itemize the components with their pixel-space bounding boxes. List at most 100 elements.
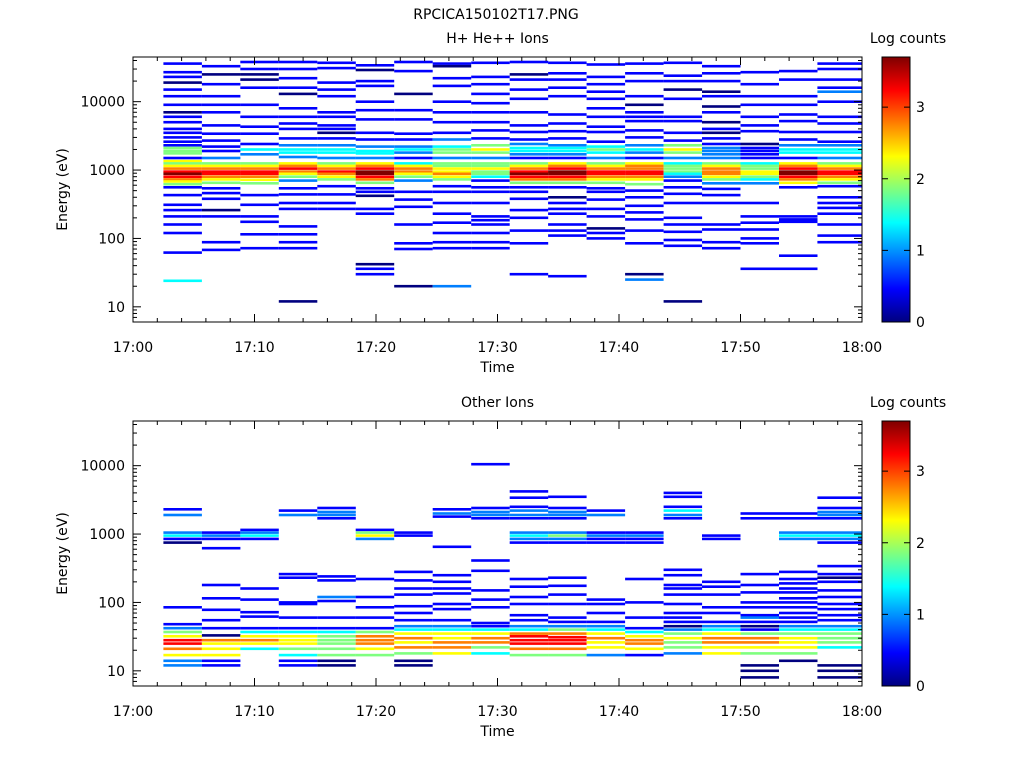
heatmap-cell bbox=[432, 652, 472, 655]
heatmap-cell bbox=[740, 162, 779, 165]
heatmap-cell bbox=[240, 528, 279, 532]
heatmap-cell bbox=[394, 138, 433, 141]
heatmap-cell bbox=[548, 642, 587, 645]
heatmap-cell bbox=[702, 580, 741, 584]
heatmap-cell bbox=[509, 537, 549, 541]
heatmap-cell bbox=[163, 159, 202, 163]
heatmap-cell bbox=[663, 164, 703, 168]
heatmap-cell bbox=[355, 108, 395, 112]
heatmap-cell bbox=[240, 531, 279, 534]
heatmap-cell bbox=[740, 221, 779, 224]
heatmap-cell bbox=[548, 164, 587, 168]
heatmap-cell bbox=[394, 205, 433, 209]
heatmap-cell bbox=[509, 73, 549, 76]
heatmap-cell bbox=[355, 267, 395, 271]
panel-title: H+ He++ Ions bbox=[446, 31, 549, 47]
heatmap-cell bbox=[317, 207, 356, 211]
heatmap-cell bbox=[509, 509, 549, 512]
heatmap-cell bbox=[663, 216, 703, 220]
heatmap-cell bbox=[432, 170, 472, 173]
heatmap-cell bbox=[163, 170, 202, 173]
heatmap-cell bbox=[817, 240, 862, 244]
heatmap-cell bbox=[163, 606, 202, 609]
heatmap-cell bbox=[625, 172, 664, 176]
heatmap-cell bbox=[355, 528, 395, 532]
heatmap-cell bbox=[740, 512, 779, 515]
heatmap-cell bbox=[817, 618, 862, 622]
heatmap-cell bbox=[317, 647, 356, 651]
heatmap-cell bbox=[201, 597, 241, 600]
heatmap-cell bbox=[817, 100, 862, 103]
heatmap-cell bbox=[432, 246, 472, 250]
heatmap-cell bbox=[779, 94, 818, 98]
heatmap-cell bbox=[355, 207, 395, 211]
heatmap-cell bbox=[548, 207, 587, 211]
heatmap-cell bbox=[817, 86, 862, 89]
heatmap-cell bbox=[740, 115, 779, 119]
heatmap-cell bbox=[779, 113, 818, 116]
heatmap-cell bbox=[779, 138, 818, 141]
heatmap-cell bbox=[355, 606, 395, 609]
heatmap-cell bbox=[317, 66, 356, 70]
heatmap-cell bbox=[817, 144, 862, 147]
heatmap-cell bbox=[201, 215, 241, 218]
heatmap-cell bbox=[740, 149, 779, 153]
heatmap-cell bbox=[509, 618, 549, 622]
heatmap-cell bbox=[702, 111, 741, 114]
heatmap-cell bbox=[817, 115, 862, 119]
heatmap-cell bbox=[509, 138, 549, 141]
heatmap-cell bbox=[471, 646, 510, 649]
heatmap-cell bbox=[548, 537, 587, 541]
heatmap-cell bbox=[317, 111, 356, 114]
heatmap-cell bbox=[201, 191, 241, 195]
heatmap-cell bbox=[779, 591, 818, 594]
heatmap-cell bbox=[240, 635, 279, 638]
heatmap-cell bbox=[201, 618, 241, 622]
heatmap-cell bbox=[432, 148, 472, 151]
heatmap-cell bbox=[471, 218, 510, 222]
heatmap-cell bbox=[355, 172, 395, 176]
heatmap-cell bbox=[394, 284, 433, 288]
heatmap-cell bbox=[625, 111, 664, 114]
heatmap-cell bbox=[317, 131, 356, 135]
heatmap-cell bbox=[509, 186, 549, 189]
heatmap-cell bbox=[740, 676, 779, 679]
heatmap-cell bbox=[817, 122, 862, 125]
heatmap-cell bbox=[355, 170, 395, 173]
heatmap-cell bbox=[509, 505, 549, 509]
heatmap-cell bbox=[740, 601, 779, 604]
heatmap-cell bbox=[355, 187, 395, 190]
heatmap-cell bbox=[278, 626, 318, 630]
heatmap-cell bbox=[355, 642, 395, 645]
heatmap-cell bbox=[278, 664, 318, 667]
heatmap-cell bbox=[817, 602, 862, 606]
heatmap-cell bbox=[625, 72, 664, 75]
heatmap-cell bbox=[548, 201, 587, 205]
heatmap-cell bbox=[740, 606, 779, 609]
heatmap-cell bbox=[394, 69, 433, 73]
heatmap-cell bbox=[471, 179, 510, 182]
heatmap-cell bbox=[548, 172, 587, 176]
heatmap-cell bbox=[548, 113, 587, 116]
heatmap-cell bbox=[625, 531, 664, 534]
heatmap-cell bbox=[779, 170, 818, 173]
heatmap-cell bbox=[471, 621, 510, 625]
heatmap-cell bbox=[663, 517, 703, 520]
heatmap-cell bbox=[317, 148, 356, 151]
heatmap-cell bbox=[394, 132, 433, 135]
heatmap-cell bbox=[240, 642, 279, 645]
heatmap-cell bbox=[817, 496, 862, 499]
heatmap-cell bbox=[163, 251, 202, 254]
heatmap-cell bbox=[278, 144, 318, 147]
heatmap-cell bbox=[779, 144, 818, 147]
heatmap-cell bbox=[586, 167, 626, 170]
heatmap-cell bbox=[509, 97, 549, 101]
heatmap-cell bbox=[740, 172, 779, 176]
heatmap-cell bbox=[471, 223, 510, 226]
heatmap-cell bbox=[355, 653, 395, 657]
heatmap-cell bbox=[548, 94, 587, 98]
heatmap-cell bbox=[548, 620, 587, 624]
x-tick-label: 17:30 bbox=[477, 704, 517, 720]
heatmap-cell bbox=[240, 615, 279, 618]
y-tick-label: 100 bbox=[98, 595, 125, 611]
